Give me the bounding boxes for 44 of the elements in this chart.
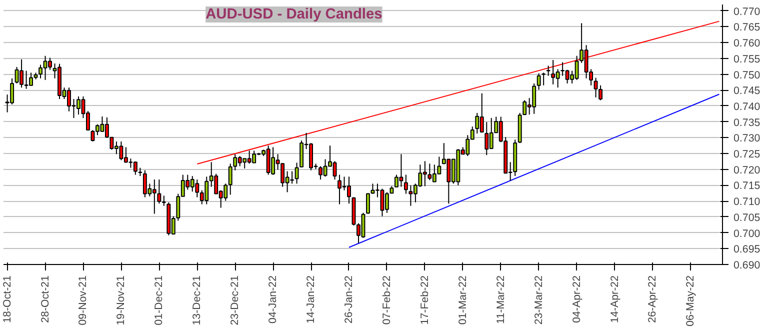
x-tick-label: 01-Dec-21: [153, 275, 166, 326]
x-tick-label: 07-Feb-22: [380, 275, 393, 325]
y-tick-label: 0.725: [734, 148, 760, 161]
x-tick-label: 14-Jan-22: [305, 275, 318, 324]
y-tick-label: 0.740: [734, 100, 760, 113]
y-tick-label: 0.765: [734, 22, 760, 34]
x-tick-label: 14-Apr-22: [608, 275, 621, 323]
x-tick-label: 13-Dec-21: [191, 275, 204, 326]
candlestick: [294, 162, 299, 184]
x-tick-label: 26-Apr-22: [646, 275, 659, 323]
y-tick-label: 0.710: [734, 196, 760, 208]
y-tick-label: 0.720: [734, 164, 760, 176]
y-tick-label: 0.750: [734, 69, 760, 82]
candlestick: [536, 72, 541, 90]
y-tick-label: 0.760: [734, 38, 760, 50]
y-tick-label: 0.755: [734, 53, 760, 66]
x-tick-label: 19-Nov-21: [115, 275, 128, 326]
x-tick-label: 11-Mar-22: [494, 275, 507, 324]
x-tick-label: 18-Oct-21: [1, 275, 14, 323]
x-tick-label: 23-Dec-21: [229, 275, 242, 326]
x-tick-label: 26-Jan-22: [343, 275, 355, 324]
y-tick-label: 0.700: [734, 228, 760, 240]
x-tick-label: 06-May-22: [684, 275, 697, 326]
x-tick-label: 04-Apr-22: [570, 275, 583, 323]
y-tick-label: 0.715: [734, 180, 760, 192]
candlestick: [404, 174, 408, 194]
x-tick-label: 04-Jan-22: [267, 275, 280, 324]
y-tick-label: 0.745: [734, 85, 760, 98]
y-tick-label: 0.735: [734, 116, 760, 129]
x-tick-label: 09-Nov-21: [77, 275, 90, 326]
chart-title: AUD-USD - Daily Candles: [206, 6, 382, 22]
x-tick-label: 23-Mar-22: [532, 275, 545, 325]
y-tick-label: 0.730: [734, 132, 760, 145]
candlestick: [300, 140, 304, 168]
candlestick: [546, 65, 550, 76]
y-tick-label: 0.695: [734, 244, 760, 256]
candlestick: [366, 192, 370, 214]
x-tick-label: 01-Mar-22: [456, 275, 469, 325]
x-tick-label: 28-Oct-21: [39, 275, 52, 323]
y-tick-label: 0.770: [734, 6, 760, 18]
x-tick-label: 17-Feb-22: [418, 275, 431, 325]
y-tick-label: 0.705: [734, 212, 760, 224]
y-tick-label: 0.690: [734, 260, 760, 272]
candlestick: [542, 72, 546, 86]
